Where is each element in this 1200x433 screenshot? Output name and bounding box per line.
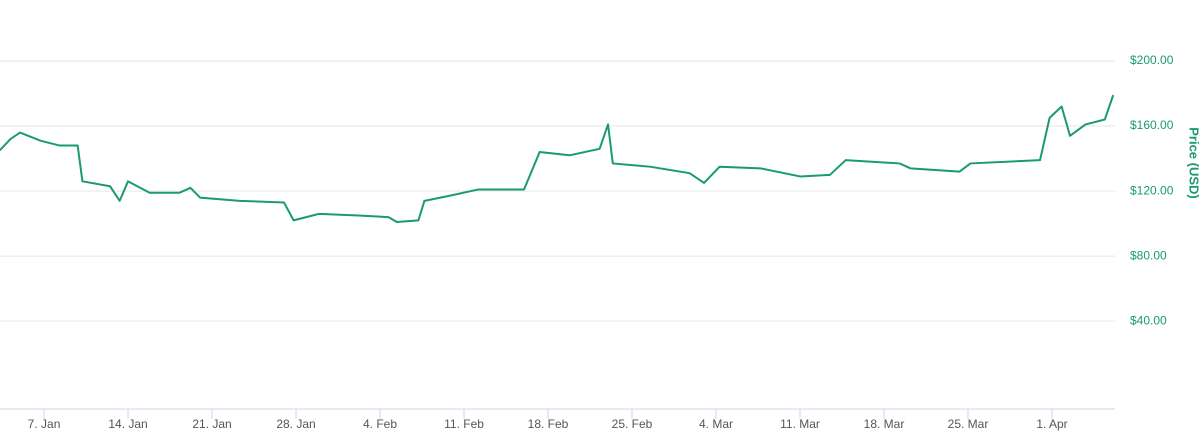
y-tick-label: $200.00 (1130, 53, 1174, 67)
x-tick-label: 4. Feb (363, 417, 397, 431)
y-tick-label: $80.00 (1130, 248, 1167, 262)
x-tick-label: 18. Feb (528, 417, 569, 431)
x-tick-label: 21. Jan (192, 417, 231, 431)
x-tick-label: 7. Jan (28, 417, 61, 431)
x-tick-label: 1. Apr (1036, 417, 1067, 431)
y-axis-label: Price (USD) (1187, 127, 1200, 199)
y-tick-label: $40.00 (1130, 313, 1167, 327)
x-tick-label: 25. Mar (948, 417, 989, 431)
x-tick-label: 11. Feb (444, 417, 484, 431)
x-tick-label: 28. Jan (276, 417, 315, 431)
x-tick-label: 18. Mar (864, 417, 905, 431)
x-tick-label: 4. Mar (699, 417, 733, 431)
price-line (0, 94, 1115, 223)
x-tick-label: 11. Mar (780, 417, 820, 431)
y-tick-label: $160.00 (1130, 118, 1174, 132)
y-tick-label: $120.00 (1130, 183, 1174, 197)
x-tick-label: 14. Jan (108, 417, 147, 431)
x-tick-label: 25. Feb (612, 417, 653, 431)
